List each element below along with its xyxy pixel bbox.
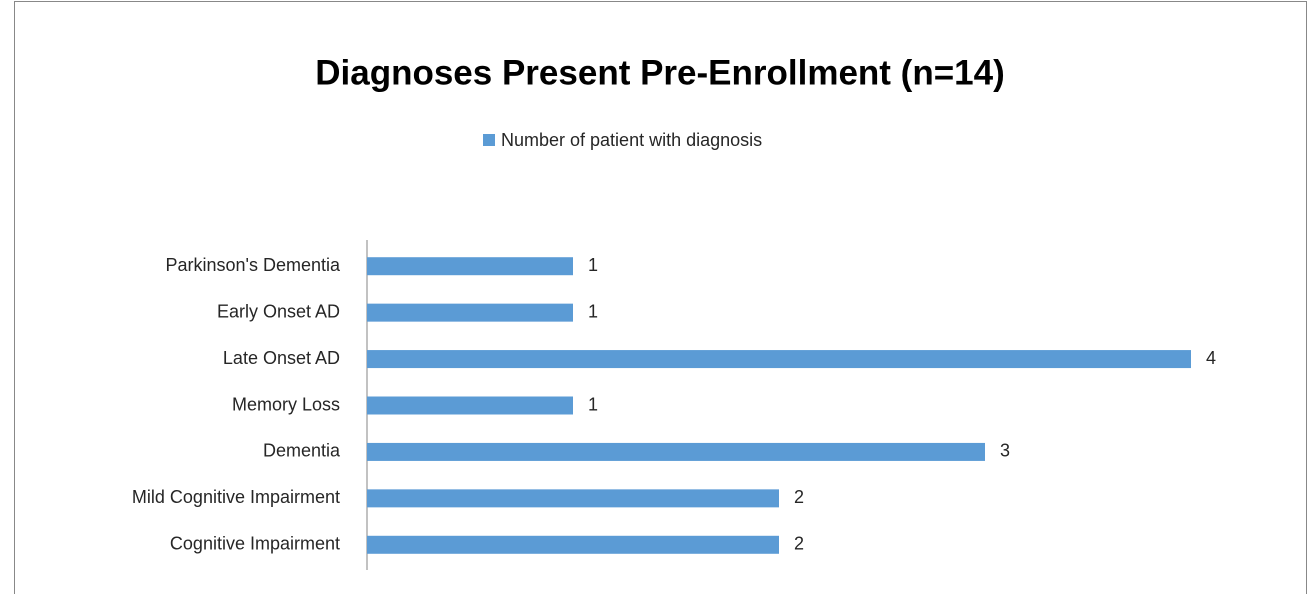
bar xyxy=(367,396,573,415)
y-tick-label: Cognitive Impairment xyxy=(170,534,340,554)
bar xyxy=(367,535,779,554)
bar xyxy=(367,442,985,461)
data-label: 1 xyxy=(588,394,598,414)
data-label: 3 xyxy=(1000,441,1010,461)
chart-title: Diagnoses Present Pre-Enrollment (n=14) xyxy=(315,53,1005,92)
y-tick-label: Late Onset AD xyxy=(223,348,340,368)
data-label: 1 xyxy=(588,255,598,275)
data-label: 2 xyxy=(794,534,804,554)
y-tick-label: Mild Cognitive Impairment xyxy=(132,487,340,507)
y-tick-label: Parkinson's Dementia xyxy=(165,255,341,275)
bar xyxy=(367,489,779,508)
y-tick-label: Memory Loss xyxy=(232,394,340,414)
y-tick-label: Dementia xyxy=(263,441,341,461)
data-label: 4 xyxy=(1206,348,1216,368)
bar xyxy=(367,350,1191,369)
y-tick-label: Early Onset AD xyxy=(217,301,340,321)
bar xyxy=(367,303,573,322)
data-label: 1 xyxy=(588,301,598,321)
bar xyxy=(367,257,573,276)
legend-swatch xyxy=(483,134,495,146)
data-label: 2 xyxy=(794,487,804,507)
legend-label: Number of patient with diagnosis xyxy=(501,130,762,150)
